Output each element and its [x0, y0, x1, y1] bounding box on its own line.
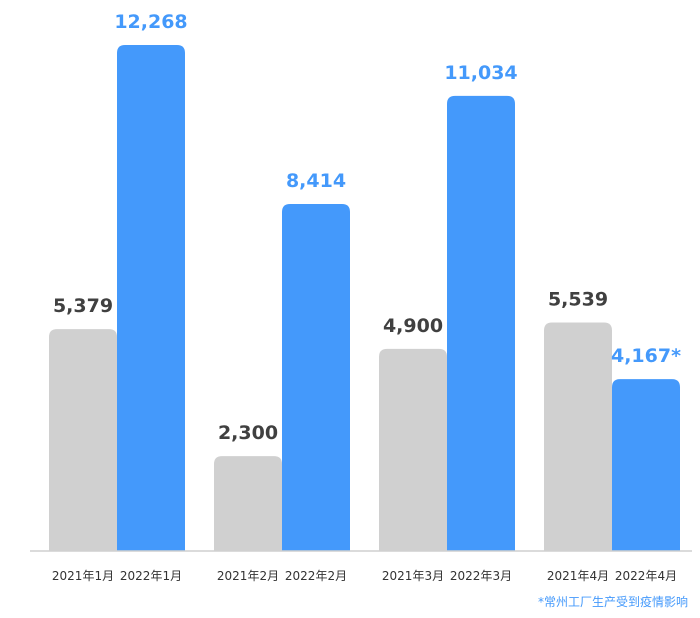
bar-series2-4: [612, 379, 680, 551]
value-label-series2-2: 8,414: [286, 170, 346, 192]
annotation-layer: *常州工厂生产受到疫情影响: [538, 594, 688, 609]
bar-series1-4: [544, 322, 612, 551]
value-labels-layer: 5,379 2,300 4,900 5,539 12,268 8,414 11,034 4,1…: [53, 11, 681, 444]
tick-label-series2-2: 2022年2月: [285, 569, 347, 583]
tick-label-series2-1: 2022年1月: [120, 569, 182, 583]
tick-label-series2-4: 2022年4月: [615, 569, 677, 583]
bar-series2-3: [447, 95, 515, 551]
value-label-series2-4: 4,167*: [611, 345, 681, 367]
bar-series1-1: [49, 329, 117, 551]
footnote-annotation: *常州工厂生产受到疫情影响: [538, 594, 688, 609]
bars-layer: [49, 45, 680, 552]
tick-label-series1-3: 2021年3月: [382, 569, 444, 583]
value-label-series1-1: 5,379: [53, 295, 113, 317]
tick-labels-layer: 2021年1月 2021年2月 2021年3月 2021年4月 2022年1月 2022年…: [52, 569, 677, 583]
value-label-series2-3: 11,034: [444, 62, 517, 84]
value-label-series2-1: 12,268: [114, 11, 187, 33]
tick-label-series1-4: 2021年4月: [547, 569, 609, 583]
tick-label-series1-2: 2021年2月: [217, 569, 279, 583]
bar-series1-3: [379, 348, 447, 551]
value-label-series1-2: 2,300: [218, 422, 278, 444]
value-label-series1-3: 4,900: [383, 315, 443, 337]
bar-series2-2: [282, 203, 350, 552]
tick-label-series1-1: 2021年1月: [52, 569, 114, 583]
value-label-series1-4: 5,539: [548, 289, 608, 311]
bar-series2-1: [117, 45, 185, 551]
bar-series1-2: [214, 456, 282, 551]
tick-label-series2-3: 2022年3月: [450, 569, 512, 583]
